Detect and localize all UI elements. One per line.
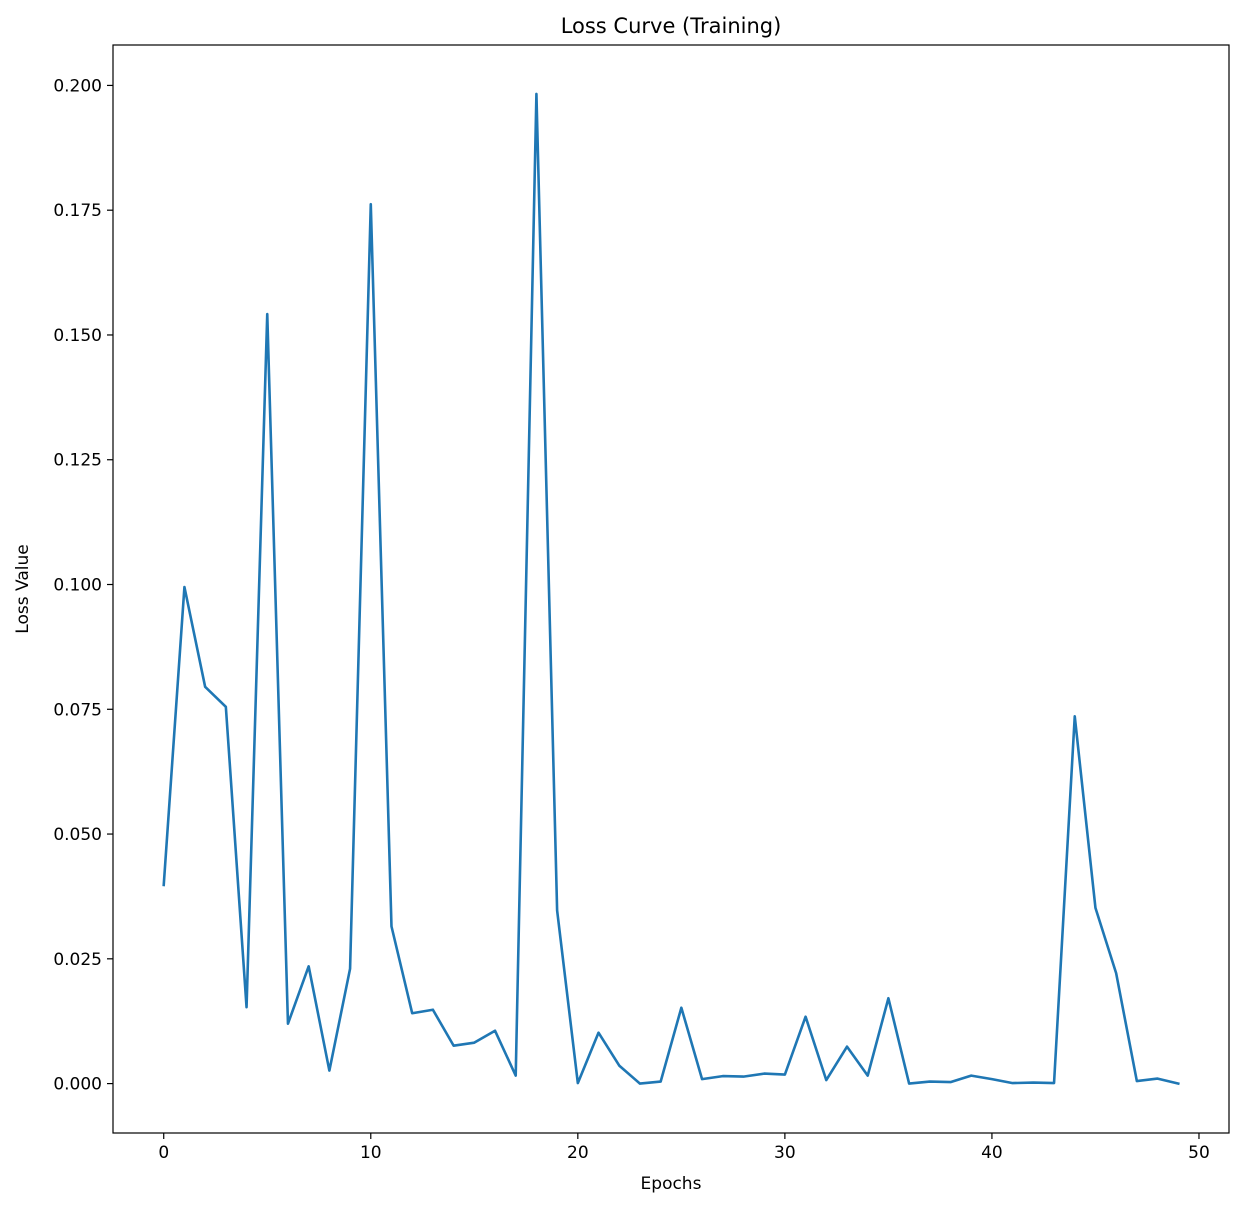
y-tick-label: 0.025 [53,950,102,970]
plot-area [162,92,1180,1086]
plot-frame [112,44,1230,1134]
x-tick-label: 0 [158,1143,169,1163]
y-axis: 0.000 0.025 0.050 0.075 0.100 0.125 0.150 0.175… [53,76,113,1095]
y-tick-label: 0.000 [53,1075,102,1095]
x-axis-label: Epochs [641,1174,702,1194]
x-tick-label: 50 [1188,1143,1210,1163]
y-tick-label: 0.100 [53,576,102,596]
y-tick-label: 0.050 [53,825,102,845]
y-tick-label: 0.175 [53,201,102,221]
x-tick-label: 30 [774,1143,796,1163]
x-axis: 0 10 20 30 40 50 [158,1133,1210,1163]
x-tick-label: 10 [360,1143,382,1163]
x-tick-label: 40 [981,1143,1003,1163]
chart-title: Loss Curve (Training) [561,14,782,38]
y-tick-label: 0.075 [53,700,102,720]
y-tick-label: 0.125 [53,451,102,471]
loss-series-line [162,92,1180,1086]
y-tick-label: 0.200 [53,76,102,96]
x-tick-label: 20 [567,1143,589,1163]
y-tick-label: 0.150 [53,326,102,346]
y-axis-label: Loss Value [13,544,33,633]
